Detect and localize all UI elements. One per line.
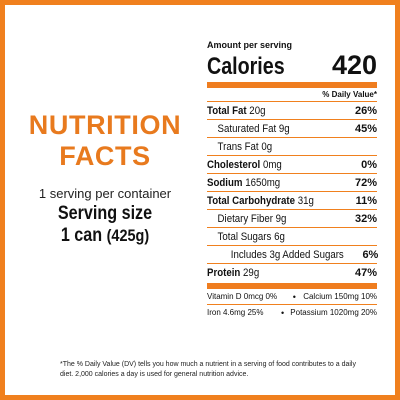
nutrient-label: Includes 3g Added Sugars [207,249,344,261]
nutrient-amount: 9g [278,122,290,135]
calories-row: Calories 420 [207,50,377,80]
nutrient-daily-value: 0% [361,158,377,171]
nutrient-label: Cholesterol 0mg [207,159,282,171]
serving-size-amount: 1 can [60,225,103,246]
nutrient-name: Trans Fat [217,140,259,153]
nutrition-summary: NUTRITION FACTS 1 serving per container … [10,110,200,247]
nutrient-row: Includes 3g Added Sugars 6% [207,246,379,264]
divider-thick [207,82,377,88]
nutrient-amount: 31g [297,194,314,207]
nutrient-amount: 1650mg [245,176,281,189]
nutrition-facts-title: NUTRITION FACTS [10,110,200,172]
nutrient-label: Trans Fat 0g [207,140,273,153]
vitamin-left: Iron 4.6mg 25% [207,308,264,317]
vitamin-row: Iron 4.6mg 25% • Potassium 1020mg 20% [207,305,377,320]
nutrition-label-panel: Amount per serving Calories 420 % Daily … [207,40,379,320]
nutrient-daily-value: 45% [354,122,377,135]
divider-thick-bottom [207,283,377,289]
serving-size-value: 1 can (425g) [24,225,186,247]
nutrient-label: Sodium 1650mg [207,177,280,189]
nutrient-daily-value: 11% [355,194,377,207]
nutrient-amount: 0g [261,140,273,153]
nutrient-label: Total Sugars 6g [207,231,285,243]
nutrient-name: Saturated Fat [217,122,277,135]
nutrient-daily-value: 47% [354,266,377,279]
nutrient-row: Protein 29g 47% [207,264,377,281]
nutrient-name: Dietary Fiber [217,212,273,225]
nutrient-row: Saturated Fat 9g 45% [207,120,377,138]
nutrient-label: Protein 29g [207,267,259,279]
serving-size-weight: (425g) [106,226,150,245]
nutrient-daily-value: 32% [354,212,377,225]
nutrient-name: Sodium [207,176,243,189]
vitamin-left: Vitamin D 0mcg 0% [207,292,278,301]
nutrient-label: Total Carbohydrate 31g [207,195,314,207]
nutrient-row: Total Sugars 6g [207,228,377,246]
title-line-1: NUTRITION [28,110,182,140]
vitamin-rows: Vitamin D 0mcg 0% • Calcium 150mg 10% Iron … [207,289,377,320]
nutrient-row: Total Carbohydrate 31g 11% [207,192,377,210]
bullet-separator: • [281,307,285,318]
nutrient-label: Saturated Fat 9g [207,123,290,135]
vitamin-right: Potassium 1020mg 20% [290,308,377,317]
nutrient-label: Total Fat 20g [207,105,265,117]
nutrient-name: Cholesterol [207,158,261,171]
calories-value: 420 [331,50,377,80]
vitamin-row: Vitamin D 0mcg 0% • Calcium 150mg 10% [207,289,377,305]
vitamin-right: Calcium 150mg 10% [303,292,377,301]
title-line-2: FACTS [59,141,151,171]
nutrient-row: Sodium 1650mg 72% [207,174,377,192]
nutrient-name: Total Carbohydrate [207,194,296,207]
nutrient-daily-value: 6% [362,248,379,261]
nutrient-amount: 29g [243,266,260,279]
nutrient-daily-value: 26% [354,104,377,117]
nutrient-name: Includes 3g Added Sugars [230,248,344,261]
daily-value-header: % Daily Value* [207,88,377,102]
nutrient-rows: Total Fat 20g 26% Saturated Fat 9g 45% Trans… [207,102,379,281]
nutrient-label: Dietary Fiber 9g [207,212,287,225]
nutrient-amount: 0mg [262,158,282,171]
nutrient-amount: 6g [274,230,285,243]
amount-per-serving: Amount per serving [207,40,293,50]
nutrient-row: Trans Fat 0g [207,138,377,156]
nutrient-row: Dietary Fiber 9g 32% [207,210,377,228]
nutrient-amount: 20g [249,104,266,117]
nutrient-name: Total Fat [207,104,247,117]
serving-size-label: Serving size [57,203,153,224]
calories-label: Calories [207,53,285,80]
nutrient-daily-value: 72% [354,176,377,189]
servings-per-container: 1 serving per container [38,186,172,201]
bullet-separator: • [292,291,296,302]
nutrient-amount: 9g [275,212,287,225]
nutrient-name: Protein [207,266,241,279]
nutrient-name: Total Sugars [217,230,272,243]
daily-value-footnote: *The % Daily Value (DV) tells you how mu… [60,361,356,378]
nutrient-row: Cholesterol 0mg 0% [207,156,377,174]
nutrient-row: Total Fat 20g 26% [207,102,377,120]
